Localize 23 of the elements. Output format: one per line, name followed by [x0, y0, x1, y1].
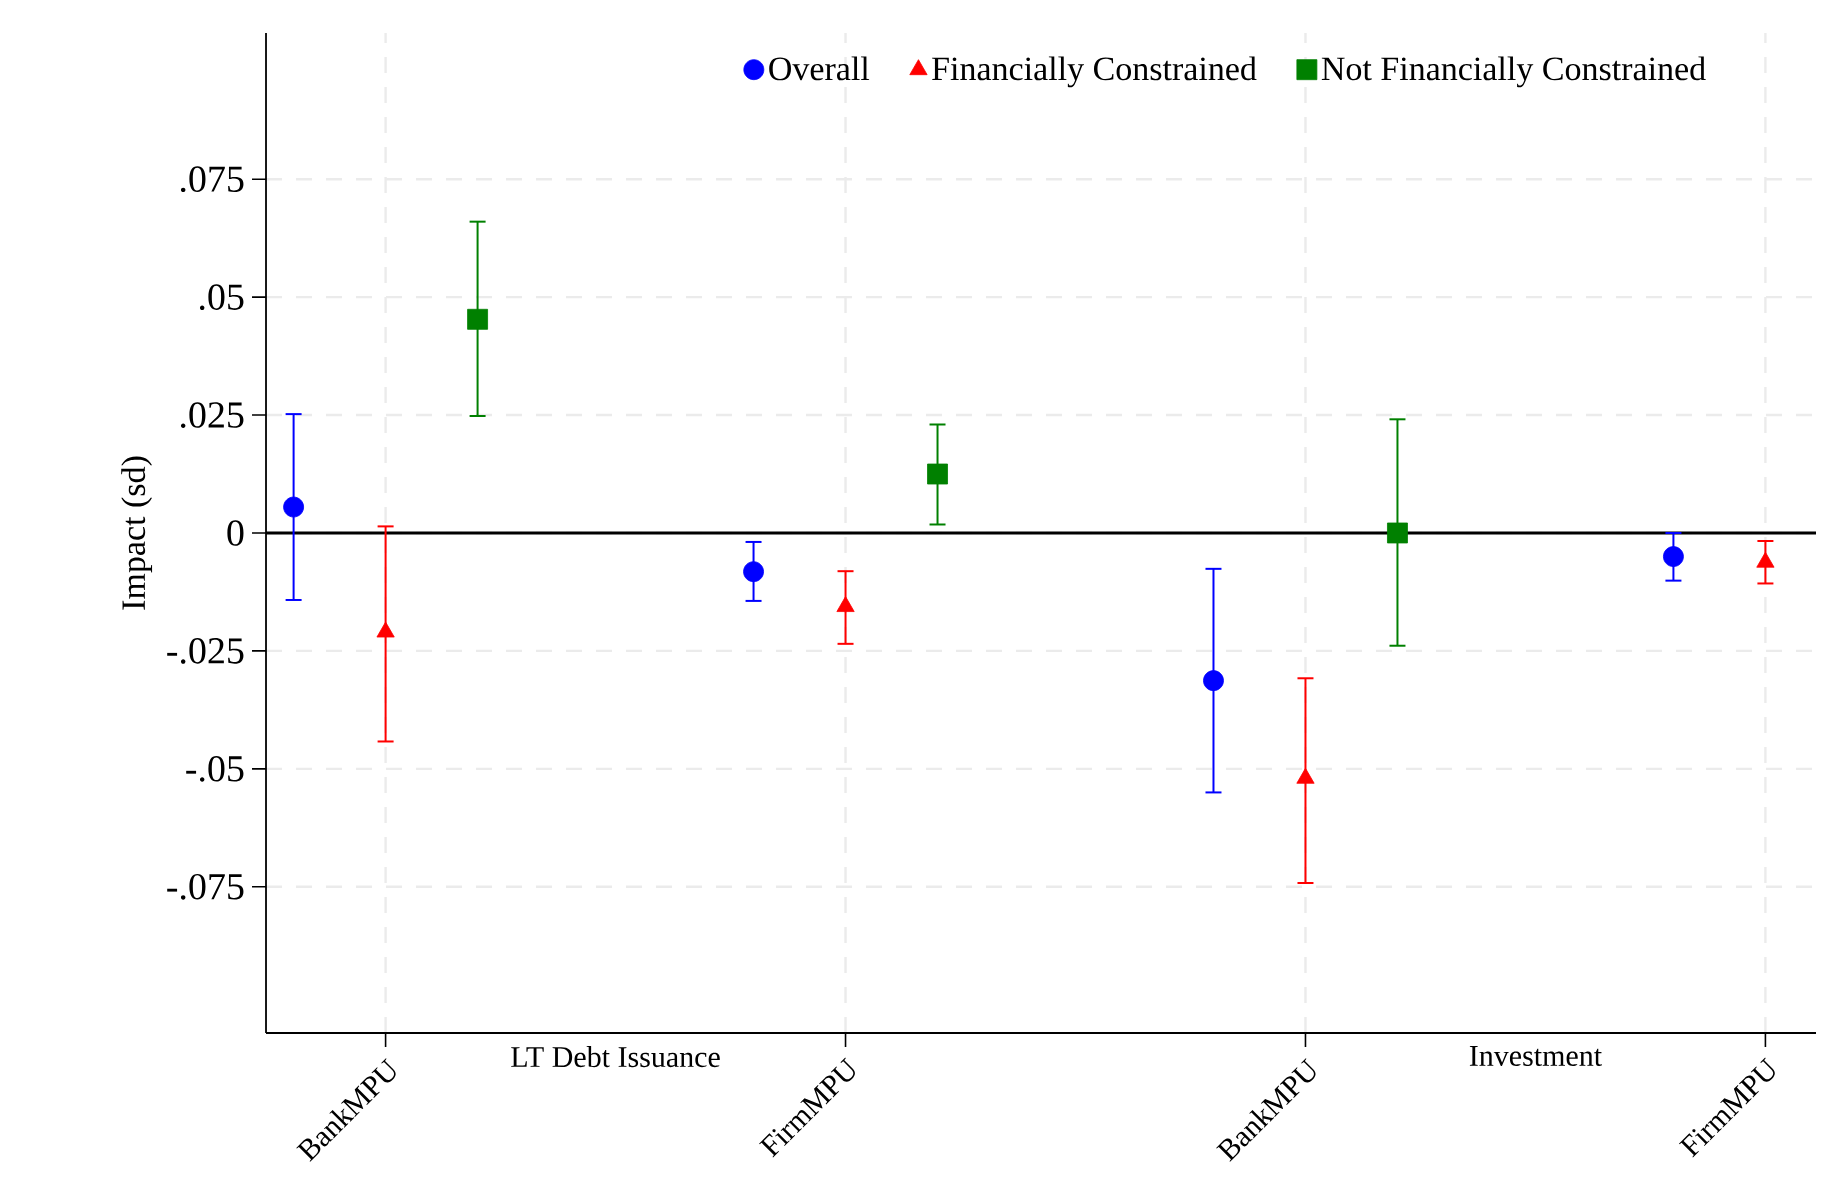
y-axis-title: Impact (sd): [121, 456, 153, 610]
y-tick-label: -.025: [167, 638, 244, 664]
legend-label: Not Financially Constrained: [1321, 56, 1706, 88]
point: [743, 561, 764, 583]
point: [1296, 767, 1315, 784]
point: [836, 596, 855, 612]
point: [467, 308, 488, 330]
legend-label: Overall: [769, 56, 870, 81]
y-tick-label: 0: [227, 520, 244, 546]
y-tick-label: -.075: [167, 873, 244, 900]
text: LT Debt Issuance: [511, 1046, 720, 1068]
y-tick-label: .075: [180, 166, 244, 193]
point: [376, 621, 395, 638]
y-tick-label: -.05: [186, 755, 244, 782]
y-tick-label: .025: [180, 402, 244, 428]
legend-label: Financially Constrained: [932, 56, 1257, 88]
y-tick-label: .05: [199, 284, 244, 311]
point: [1756, 551, 1775, 568]
point: [283, 496, 304, 518]
point: [927, 463, 948, 485]
text: Investment: [1469, 1046, 1602, 1066]
point: [1387, 522, 1408, 544]
point: [1663, 546, 1684, 567]
